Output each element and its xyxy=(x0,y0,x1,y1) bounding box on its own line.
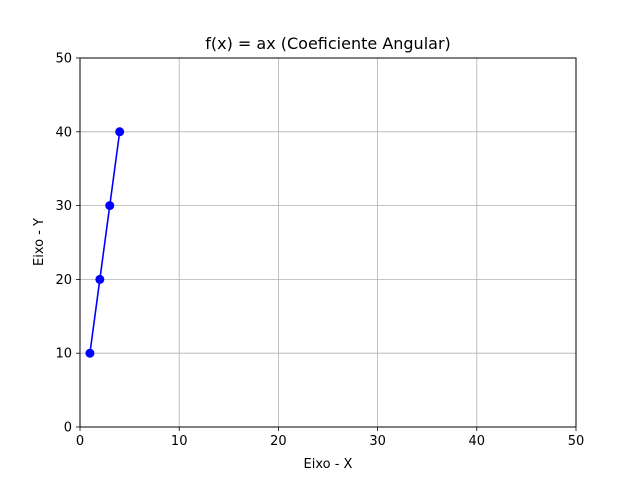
series-layer xyxy=(85,127,125,358)
data-point xyxy=(115,127,125,137)
grid xyxy=(79,57,577,428)
data-point xyxy=(85,348,95,358)
data-point xyxy=(95,274,105,284)
series-line xyxy=(89,131,121,354)
plot-frame xyxy=(79,57,577,428)
y-tick-label: 30 xyxy=(55,199,72,214)
y-tick-label: 50 xyxy=(55,52,72,67)
chart-title: f(x) = ax (Coeficiente Angular) xyxy=(205,34,451,53)
y-axis: 0 10 20 30 40 50 xyxy=(55,52,80,436)
x-tick-label: 40 xyxy=(469,434,486,449)
y-tick-label: 40 xyxy=(55,125,72,140)
y-tick-label: 20 xyxy=(55,273,72,288)
data-point xyxy=(105,201,115,211)
x-tick-label: 20 xyxy=(270,434,287,449)
x-axis: 0 10 20 30 40 50 xyxy=(76,427,584,449)
x-tick-label: 50 xyxy=(568,434,585,449)
y-axis-title: Eixo - Y xyxy=(32,218,47,266)
y-tick-label: 10 xyxy=(55,347,72,362)
y-tick-label: 0 xyxy=(64,421,72,436)
x-tick-label: 0 xyxy=(76,434,84,449)
x-tick-label: 30 xyxy=(369,434,386,449)
x-tick-label: 10 xyxy=(171,434,188,449)
x-axis-title: Eixo - X xyxy=(304,457,353,472)
